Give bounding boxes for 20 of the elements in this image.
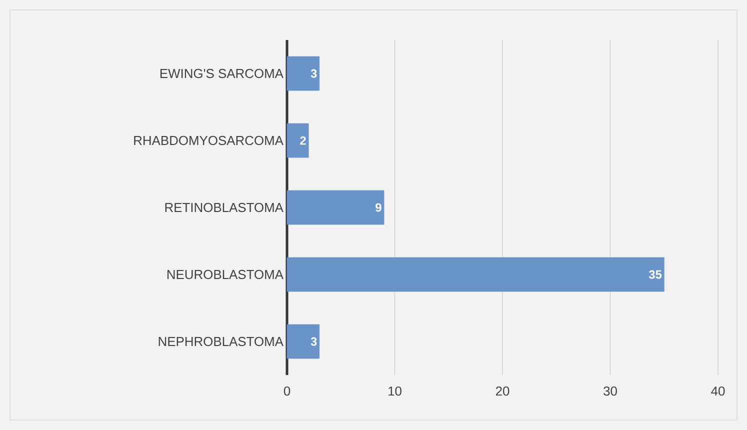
bar: [286, 123, 309, 158]
y-tick-label: NEUROBLASTOMA: [167, 270, 284, 280]
data-label: 3: [310, 69, 317, 78]
x-tick-label: 20: [496, 386, 510, 396]
y-tick-label: RHABDOMYOSARCOMA: [134, 136, 284, 146]
x-tick-label: 10: [388, 386, 402, 396]
data-label: 3: [310, 337, 317, 346]
y-tick-label: NEPHROBLASTOMA: [158, 336, 284, 346]
bar: [286, 190, 384, 225]
y-tick-label: RETINOBLASTOMA: [165, 202, 284, 212]
y-tick-label: EWING'S SARCOMA: [160, 68, 284, 78]
x-tick-label: 0: [284, 386, 290, 396]
data-label: 35: [648, 270, 662, 279]
x-tick-label: 40: [711, 386, 725, 396]
data-label: 2: [300, 136, 306, 145]
bar: [286, 324, 320, 359]
bar: [286, 56, 320, 91]
data-label: 9: [376, 203, 382, 212]
bar: [286, 257, 664, 292]
x-tick-label: 30: [604, 386, 617, 396]
